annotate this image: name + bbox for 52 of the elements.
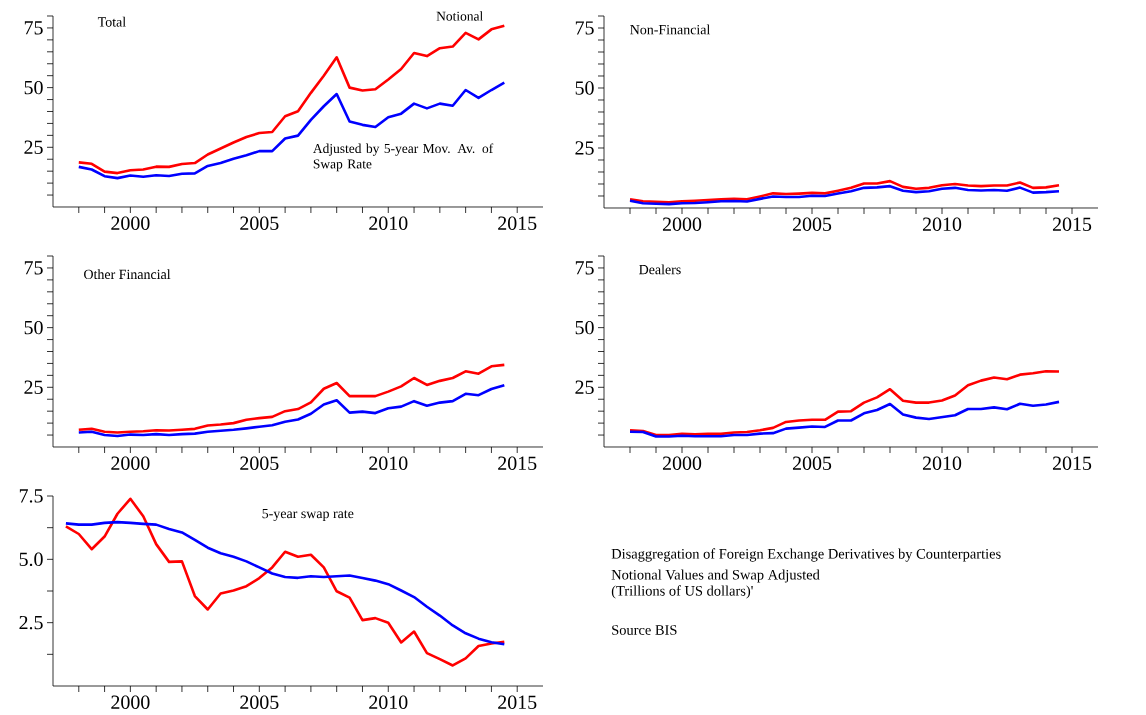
x-tick-label: 2005 [240,456,279,470]
chart-title: Total [97,16,126,27]
y-tick-label: 2.5 [19,615,43,630]
text: Other Financial [84,269,171,280]
y-tick-label: 75 [24,261,43,275]
line-series [77,383,506,438]
series-label: Adjusted by 5-year Mov. Av. of Swap Rate [313,143,494,172]
chart-title: Dealers [639,264,681,275]
y-tick-label: 50 [575,320,594,335]
x-tick-label: 2005 [792,217,832,231]
text: 5-year swap rate [262,508,354,522]
y-tick-label: 75 [575,261,594,275]
y-tick-label: 50 [24,80,43,95]
text: (Trillions of US dollars)' [611,585,753,599]
line-series [77,81,506,180]
chart-title: Non-Financial [630,24,711,35]
x-tick-label: 2000 [111,456,150,470]
y-tick-label: 25 [575,380,594,394]
y-tick-label: 50 [24,320,43,335]
line-series [64,520,506,646]
line-series [64,497,506,667]
y-tick-label: 25 [24,380,43,394]
x-tick-label: 2010 [369,216,408,230]
y-tick-label: 25 [575,141,594,155]
y-tick-label: 7.5 [19,489,43,503]
x-tick-label: 2000 [662,217,702,231]
x-tick-label: 2000 [111,695,150,709]
y-tick-label: 50 [575,81,594,95]
line-series [628,370,1061,437]
x-tick-label: 2015 [1052,217,1092,231]
y-tick-label: 75 [575,21,594,35]
x-tick-label: 2015 [498,695,537,709]
x-tick-label: 2010 [922,456,962,470]
x-tick-label: 2005 [240,216,279,230]
x-tick-label: 2010 [922,217,962,231]
source-note: Source BIS [612,625,677,635]
x-tick-label: 2005 [240,695,279,709]
x-tick-label: 2010 [369,695,408,709]
x-tick-label: 2015 [498,216,537,230]
x-tick-label: 2005 [792,456,832,470]
y-tick-label: 5.0 [19,552,43,567]
y-tick-label: 75 [24,21,43,35]
x-tick-label: 2015 [498,456,537,470]
y-tick-label: 25 [24,140,43,154]
series-label: Notional [436,11,483,21]
text: Disaggregation of Foreign Exchange Derivatives by Counterparties [611,548,1001,562]
x-tick-label: 2000 [111,216,150,230]
x-tick-label: 2015 [1052,456,1092,470]
x-tick-label: 2010 [369,456,408,470]
line-series [628,184,1061,206]
text: Notional Values and Swap Adjusted [611,569,820,583]
x-tick-label: 2000 [662,456,702,470]
